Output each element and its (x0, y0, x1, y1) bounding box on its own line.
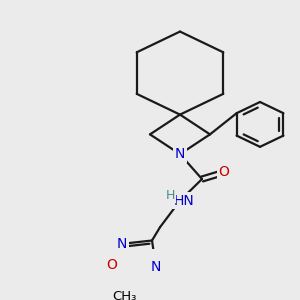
Text: O: O (106, 258, 117, 272)
Text: N: N (117, 237, 127, 251)
Text: N: N (151, 260, 161, 274)
Text: H: H (165, 189, 175, 202)
Text: CH₃: CH₃ (112, 290, 136, 300)
Text: N: N (175, 147, 185, 161)
Text: HN: HN (174, 194, 194, 208)
Text: O: O (219, 165, 230, 179)
